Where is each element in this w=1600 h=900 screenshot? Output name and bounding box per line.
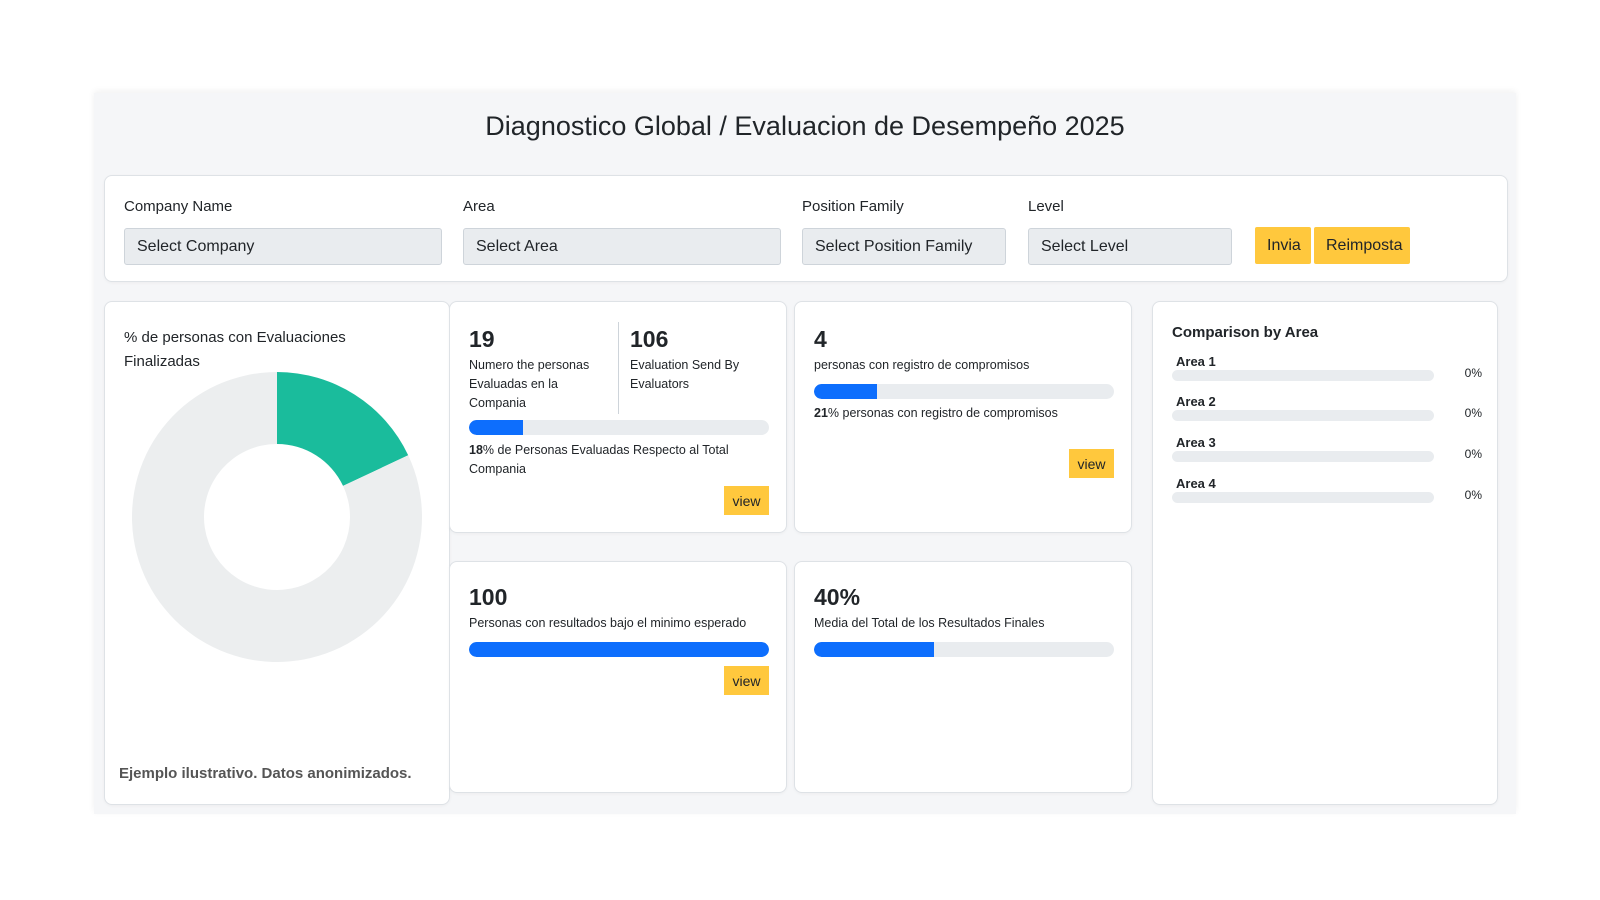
area-bar [1172, 451, 1434, 462]
area-name: Area 2 [1176, 394, 1216, 409]
area-bar [1172, 370, 1434, 381]
below-min-view-button[interactable]: view [724, 666, 769, 695]
average-card: 40% Media del Total de los Resultados Fi… [794, 561, 1132, 793]
area-label: Area [463, 198, 495, 215]
below-min-progress-bar [469, 642, 769, 657]
commitments-count: 4 [814, 326, 827, 352]
page-title: Diagnostico Global / Evaluacion de Desem… [485, 111, 1125, 141]
sent-count-label: Evaluation Send By Evaluators [630, 358, 740, 391]
area-pct: 0% [1464, 406, 1482, 420]
footnote: Ejemplo ilustrativo. Datos anonimizados. [119, 765, 412, 782]
position-family-filter: Position Family Select Position Family [802, 198, 1006, 265]
completion-donut-card: % de personas con Evaluaciones Finalizad… [104, 301, 450, 805]
area-name: Area 4 [1176, 476, 1216, 491]
average-progress-bar [814, 642, 1114, 657]
area-pct: 0% [1464, 488, 1482, 502]
area-pct: 0% [1464, 366, 1482, 380]
comparison-row: Area 1 0% [1172, 354, 1482, 381]
below-min-count: 100 [469, 584, 508, 610]
sent-count: 106 [630, 326, 669, 352]
divider [618, 322, 619, 414]
average-progress-fill [814, 642, 934, 657]
average-value: 40% [814, 584, 861, 610]
level-label: Level [1028, 198, 1064, 215]
evaluated-count-label: Numero the personas Evaluadas en la Comp… [469, 358, 590, 410]
commitments-pct-text: 21% personas con registro de compromisos [814, 404, 1114, 423]
area-name: Area 3 [1176, 435, 1216, 450]
position-family-label: Position Family [802, 198, 904, 215]
commitments-count-label: personas con registro de compromisos [814, 358, 1030, 372]
level-filter: Level Select Level [1028, 198, 1232, 265]
average-label: Media del Total de los Resultados Finale… [814, 616, 1045, 630]
completion-donut-chart [132, 372, 422, 662]
commitments-pct-label: % personas con registro de compromisos [827, 406, 1058, 420]
company-label: Company Name [124, 198, 233, 215]
donut-slice [277, 372, 409, 486]
area-filter: Area Select Area [463, 198, 781, 265]
level-select[interactable]: Select Level [1028, 228, 1232, 265]
comparison-row: Area 2 0% [1172, 394, 1482, 421]
below-min-card: 100 Personas con resultados bajo el mini… [449, 561, 787, 793]
commitments-card: 4 personas con registro de compromisos 2… [794, 301, 1132, 533]
commitments-view-button[interactable]: view [1069, 449, 1114, 478]
reset-button[interactable]: Reimposta [1314, 227, 1410, 264]
area-pct: 0% [1464, 447, 1482, 461]
company-select[interactable]: Select Company [124, 228, 442, 265]
donut-title: % de personas con Evaluaciones Finalizad… [124, 329, 346, 370]
position-family-select[interactable]: Select Position Family [802, 228, 1006, 265]
area-bar [1172, 410, 1434, 421]
comparison-row: Area 4 0% [1172, 476, 1482, 503]
company-filter: Company Name Select Company [124, 198, 442, 265]
submit-button[interactable]: Invia [1255, 227, 1311, 264]
evaluated-pct-text: 18% de Personas Evaluadas Respecto al To… [469, 441, 769, 479]
area-bar [1172, 492, 1434, 503]
evaluated-view-button[interactable]: view [724, 486, 769, 515]
comparison-title: Comparison by Area [1172, 324, 1319, 341]
below-min-progress-fill [469, 642, 769, 657]
evaluated-pct-label: % de Personas Evaluadas Respecto al Tota… [469, 443, 729, 476]
evaluated-progress-fill [469, 420, 523, 435]
evaluated-pct: 18 [469, 443, 483, 457]
below-min-label: Personas con resultados bajo el minimo e… [469, 616, 747, 630]
dashboard: Diagnostico Global / Evaluacion de Desem… [94, 93, 1516, 814]
area-select[interactable]: Select Area [463, 228, 781, 265]
commitments-progress-fill [814, 384, 877, 399]
filter-bar: Company Name Select Company Area Select … [104, 175, 1508, 282]
evaluated-progress-bar [469, 420, 769, 435]
donut-slice [132, 372, 422, 662]
commitments-pct: 21 [814, 406, 828, 420]
comparison-card: Comparison by Area Area 1 0% Area 2 0% A… [1152, 301, 1498, 805]
evaluated-card: 19 Numero the personas Evaluadas en la C… [449, 301, 787, 533]
commitments-progress-bar [814, 384, 1114, 399]
area-name: Area 1 [1176, 354, 1216, 369]
comparison-row: Area 3 0% [1172, 435, 1482, 462]
evaluated-count: 19 [469, 326, 495, 352]
